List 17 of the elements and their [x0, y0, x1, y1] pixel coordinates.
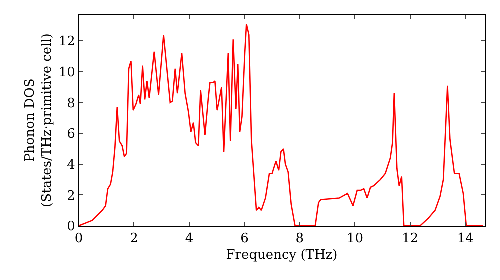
y-tick-label: 0	[67, 220, 76, 235]
x-tick-label: 12	[402, 232, 419, 247]
x-tick-label: 2	[130, 232, 138, 247]
y-tick-label: 12	[58, 34, 76, 50]
x-tick-label: 10	[346, 232, 364, 247]
y-axis-title: Phonon DOS (States/THz·primitive cell)	[22, 33, 55, 208]
line-series	[79, 24, 484, 226]
x-tick-label: 14	[457, 232, 474, 247]
y-tick-label: 4	[67, 158, 76, 173]
y-tick-label: 8	[67, 96, 76, 112]
y-tick-label: 6	[67, 127, 76, 142]
x-tick-label: 6	[240, 232, 249, 247]
y-tick-label: 10	[58, 66, 76, 81]
x-axis-title: Frequency (THz)	[226, 248, 338, 264]
x-tick-label: 8	[296, 232, 304, 247]
y-tick-label: 2	[67, 188, 76, 204]
x-tick-label: 4	[185, 232, 194, 247]
